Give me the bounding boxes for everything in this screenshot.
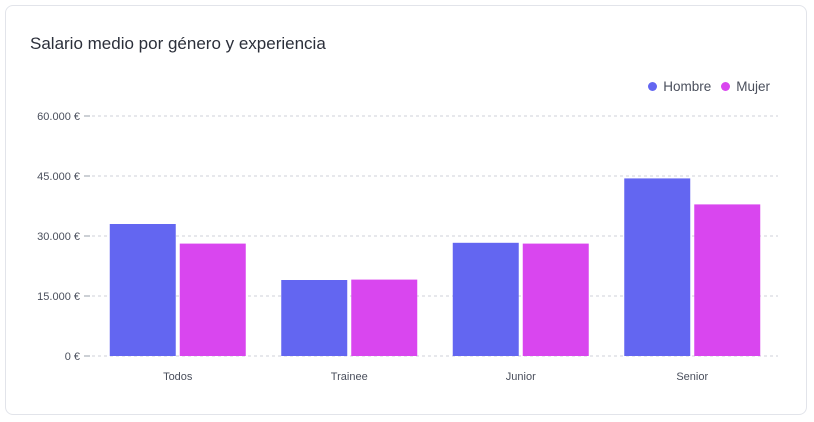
x-tick-label: Trainee — [331, 371, 368, 383]
bar-mujer-todos[interactable] — [179, 243, 246, 356]
y-tick-label: 0 € — [65, 351, 80, 363]
bar-hombre-senior[interactable] — [624, 178, 691, 356]
bar-hombre-todos[interactable] — [109, 224, 176, 356]
legend-swatch-mujer — [721, 82, 731, 91]
bar-mujer-junior[interactable] — [522, 243, 589, 356]
legend-item-mujer[interactable]: Mujer — [721, 79, 770, 94]
y-axis-ticks: 0 € 15.000 € 30.000 € 45.000 € 60.000 € — [37, 111, 90, 363]
y-tick-label: 30.000 € — [37, 231, 80, 243]
legend-swatch-hombre — [648, 82, 658, 91]
legend-item-hombre[interactable]: Hombre — [648, 79, 711, 94]
x-tick-label: Junior — [506, 371, 536, 383]
bar-hombre-trainee[interactable] — [281, 280, 348, 356]
y-tick-label: 15.000 € — [37, 291, 80, 303]
bar-mujer-trainee[interactable] — [351, 279, 418, 356]
bar-mujer-senior[interactable] — [694, 204, 761, 356]
x-tick-label: Senior — [676, 371, 708, 383]
chart-title: Salario medio por género y experiencia — [30, 34, 326, 53]
y-tick-label: 60.000 € — [37, 111, 80, 123]
y-tick-label: 45.000 € — [37, 171, 80, 183]
legend-label-mujer: Mujer — [736, 79, 770, 94]
x-tick-label: Todos — [163, 371, 193, 383]
chart-legend: Hombre Mujer — [638, 79, 770, 94]
bars — [109, 178, 761, 356]
x-axis-ticks: Todos Trainee Junior Senior — [163, 371, 708, 383]
bar-hombre-junior[interactable] — [452, 242, 519, 356]
legend-label-hombre: Hombre — [663, 79, 712, 94]
